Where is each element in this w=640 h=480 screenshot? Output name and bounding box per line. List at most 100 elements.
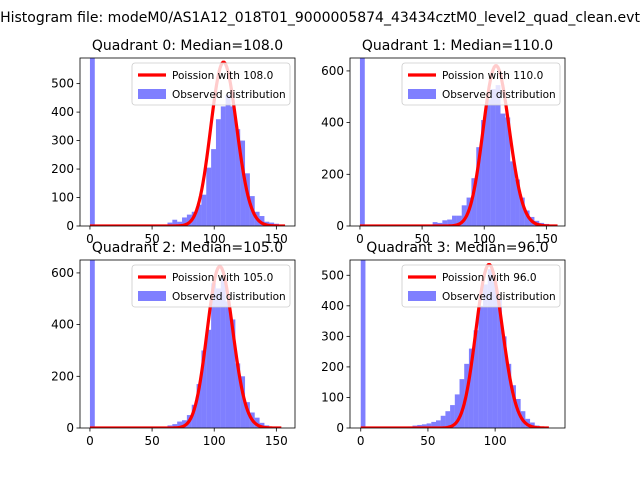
histogram-bar [431, 421, 436, 428]
histogram-bar [440, 415, 446, 428]
plot-area [360, 260, 550, 428]
x-tick-label: 50 [144, 232, 159, 246]
histogram-bar [456, 215, 462, 226]
histogram-bar [487, 269, 493, 428]
legend-frame [401, 62, 561, 106]
histogram-bar [196, 384, 202, 428]
histogram-bar [447, 219, 453, 226]
histogram-bar [235, 129, 241, 226]
y-tick-label: 600 [321, 64, 344, 78]
y-tick-label: 300 [51, 134, 74, 148]
y-tick-label: 0 [66, 219, 74, 233]
histogram-bar [485, 99, 491, 226]
x-tick-label: 0 [356, 232, 364, 246]
x-tick-label: 100 [484, 434, 507, 448]
subplot-title: Quadrant 0: Median=108.0 [92, 38, 283, 54]
histogram-bar [510, 161, 516, 226]
histogram-bar [426, 423, 432, 428]
y-tick-label: 500 [321, 268, 344, 282]
histogram-bar [245, 402, 250, 428]
legend-label-poisson: Poission with 105.0 [172, 272, 273, 284]
legend: Poission with 108.0 Observed distribution [131, 62, 291, 106]
y-tick-label: 0 [336, 421, 344, 435]
x-tick-label: 150 [265, 434, 288, 448]
histogram-bar [196, 204, 202, 226]
y-tick-label: 500 [51, 77, 74, 91]
histogram-bar [471, 178, 477, 226]
histogram-bar [201, 194, 207, 226]
histogram-bar [461, 205, 467, 226]
histogram-bar [476, 147, 482, 226]
histogram-bar [421, 424, 427, 428]
axes-frame [79, 259, 296, 429]
axes-frame [79, 57, 296, 227]
histogram-bar [240, 140, 246, 226]
legend-frame [131, 62, 291, 106]
histogram-bar [240, 376, 246, 428]
axes-frame [349, 57, 566, 227]
histogram-bar [177, 421, 183, 428]
x-tick-label: 50 [420, 434, 435, 448]
histogram-bar [89, 260, 95, 428]
histogram-bar [220, 278, 226, 428]
y-tick-label: 200 [51, 369, 74, 383]
subplot-title: Quadrant 2: Median=105.0 [92, 240, 283, 256]
subplot-quadrant-2: 0 50 100 150 0 200 400 600 Quadrant 2: Median=10… [51, 240, 296, 448]
y-tick-label: 400 [51, 318, 74, 332]
y-tick-label: 400 [321, 116, 344, 130]
histogram-bar [497, 299, 502, 428]
histogram-bar [481, 120, 486, 226]
histogram-bar [172, 424, 178, 428]
y-tick-label: 0 [66, 421, 74, 435]
histogram-bar [230, 106, 236, 226]
histogram-bar [454, 394, 460, 428]
y-tick-label: 100 [51, 191, 74, 205]
histogram-bar [225, 301, 231, 428]
legend-patch-swatch [408, 89, 436, 99]
histogram-bar [89, 58, 95, 226]
y-tick-label: 200 [51, 162, 74, 176]
histogram-bar [442, 220, 448, 226]
legend-patch-swatch [408, 291, 436, 301]
histogram-bar [511, 385, 516, 428]
histogram-bar [452, 215, 457, 226]
legend-label-observed: Observed distribution [442, 291, 556, 303]
legend-label-poisson: Poission with 108.0 [172, 70, 273, 82]
x-tick-label: 100 [203, 434, 226, 448]
legend-frame [401, 264, 561, 308]
x-tick-label: 100 [473, 232, 496, 246]
histogram-bar [519, 197, 525, 226]
subplot-quadrant-3: 0 50 100 0 100 200 300 400 500 Quadrant 3: Median… [321, 240, 566, 448]
histogram-bar [473, 330, 479, 428]
y-tick-label: 400 [51, 105, 74, 119]
histogram-bar [360, 260, 366, 428]
histogram-bar [235, 363, 241, 428]
figure-suptitle: Histogram file: modeM0/AS1A12_018T01_900… [0, 10, 640, 26]
y-tick-label: 100 [321, 390, 344, 404]
histogram-bar [478, 305, 484, 428]
histogram-bar [506, 363, 512, 428]
y-tick-label: 600 [51, 266, 74, 280]
axes-frame [349, 259, 566, 429]
legend-frame [131, 264, 291, 308]
histogram-bar [215, 288, 221, 428]
histogram-bar [495, 85, 501, 226]
plot-area [89, 58, 286, 226]
histogram-bar [490, 89, 496, 226]
histogram-bar [220, 106, 226, 226]
histogram-bar [500, 113, 506, 226]
histogram-bar [206, 329, 212, 428]
legend: Poission with 96.0 Observed distribution [401, 264, 561, 308]
histogram-bar [225, 95, 231, 226]
legend-label-poisson: Poission with 110.0 [442, 70, 543, 82]
histogram-bar [436, 420, 441, 428]
x-tick-label: 100 [203, 232, 226, 246]
histogram-bar [254, 417, 260, 428]
plot-area [89, 260, 282, 428]
histogram-bar [445, 411, 451, 428]
plot-area [359, 58, 558, 226]
x-tick-label: 0 [86, 232, 94, 246]
legend-label-observed: Observed distribution [172, 89, 286, 101]
histogram-bar [215, 119, 221, 226]
